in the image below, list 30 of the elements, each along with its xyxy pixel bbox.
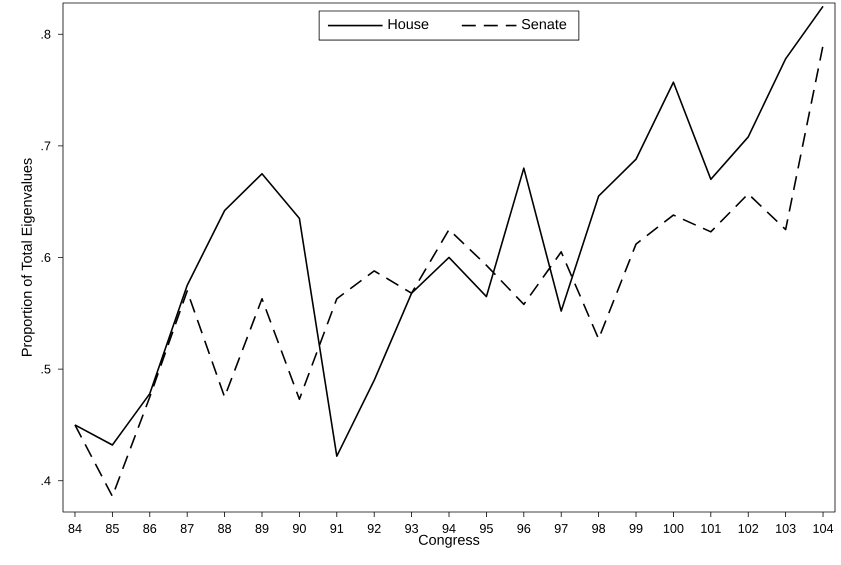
x-tick-label: 87 (180, 524, 194, 533)
x-tick-label: 93 (405, 524, 418, 533)
y-tick-label: .6 (42, 253, 50, 262)
x-tick-label: 88 (218, 524, 232, 533)
x-tick-label: 97 (554, 524, 568, 533)
x-tick-label: 94 (442, 524, 456, 533)
x-tick-label: 98 (592, 524, 606, 533)
y-tick-label: .5 (42, 364, 50, 374)
x-tick-label: 100 (664, 524, 684, 533)
x-tick-label: 85 (106, 524, 119, 533)
x-tick-label: 95 (480, 524, 493, 533)
x-tick-label: 89 (256, 524, 268, 533)
y-tick-label: .4 (42, 476, 51, 486)
x-tick-label: 92 (368, 524, 381, 533)
x-tick-label: 104 (813, 524, 834, 533)
y-tick-label: .8 (42, 30, 50, 39)
legend-label: House (388, 19, 428, 30)
x-tick-label: 96 (517, 524, 530, 533)
x-tick-label: 86 (143, 524, 156, 533)
x-tick-label: 91 (330, 524, 344, 533)
y-axis-title: Proportion of Total Eigenvalues (21, 158, 35, 356)
x-tick-label: 103 (776, 524, 796, 533)
legend-label: Senate (522, 19, 566, 30)
y-tick-label: .7 (42, 142, 50, 150)
x-tick-label: 90 (292, 524, 306, 533)
x-tick-label: 99 (630, 524, 642, 533)
x-axis-title: Congress (418, 534, 480, 548)
x-tick-label: 101 (701, 524, 721, 533)
x-tick-label: 84 (68, 524, 82, 533)
x-tick-label: 102 (738, 524, 758, 533)
